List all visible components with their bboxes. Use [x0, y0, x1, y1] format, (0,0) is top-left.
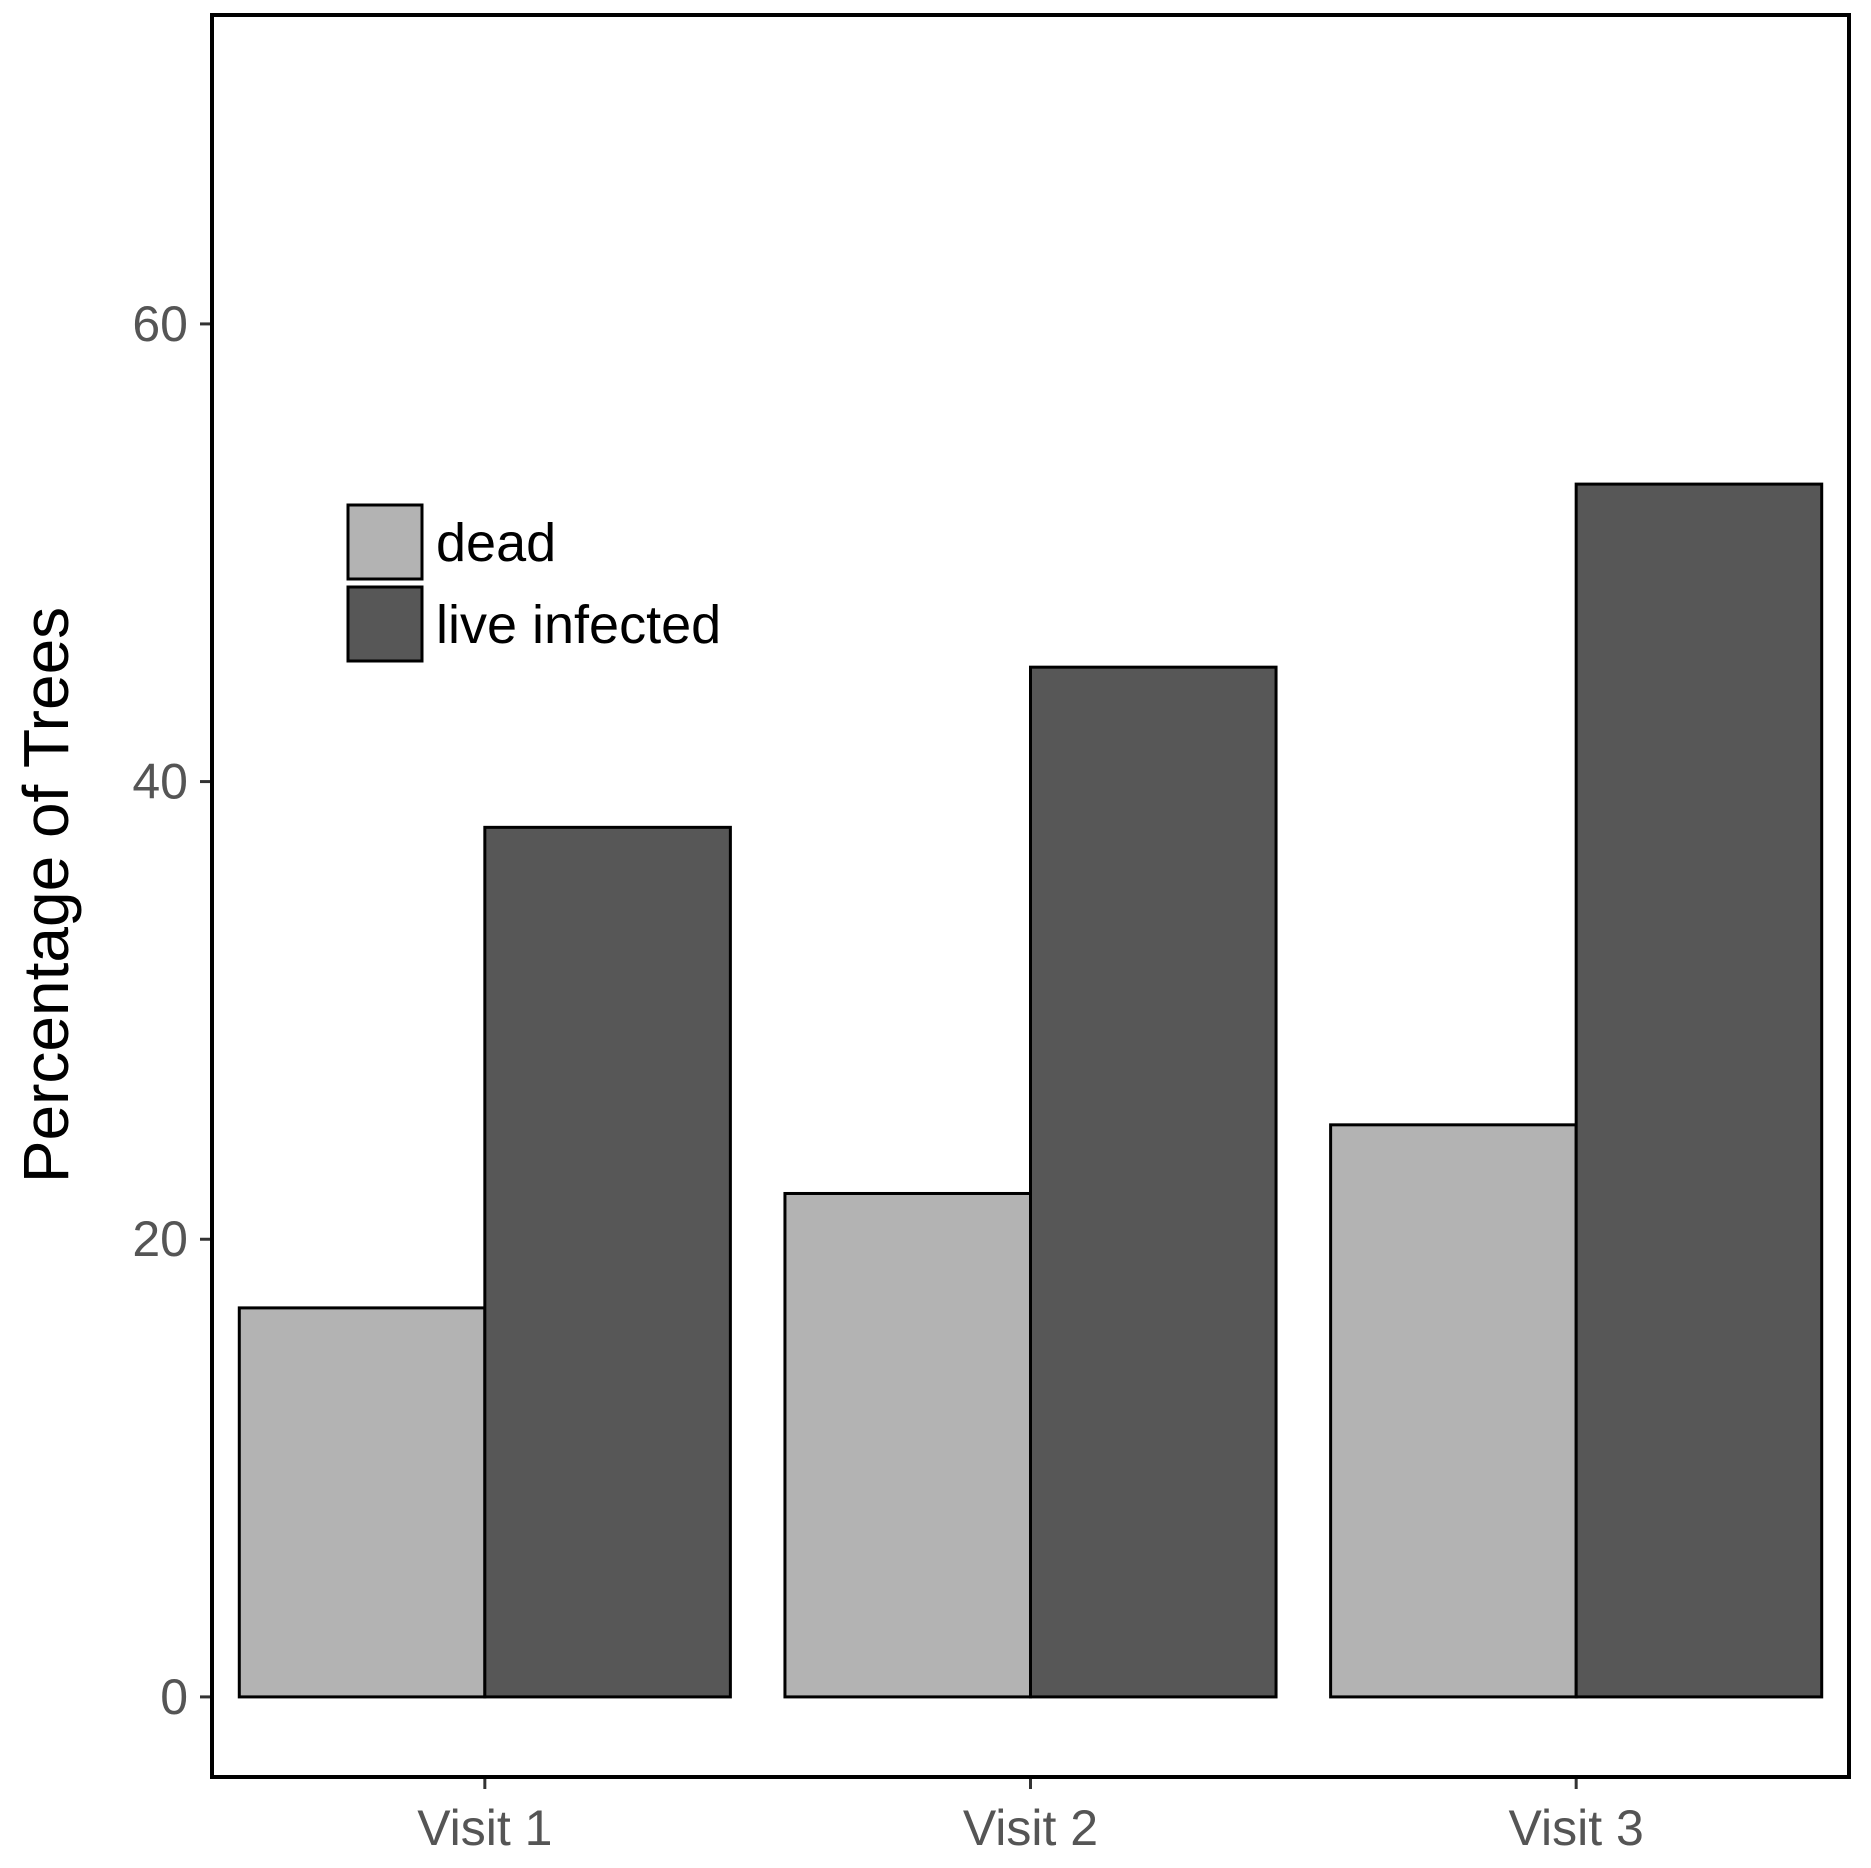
y-tick-label: 20: [132, 1211, 188, 1267]
bars-layer: [237, 482, 1824, 1699]
y-tick-label: 0: [160, 1669, 188, 1725]
legend-key-dead: [346, 503, 424, 581]
legend-label: live infected: [436, 595, 721, 655]
bar-dead-visit-2: [783, 1191, 1033, 1699]
x-tick-label: Visit 2: [963, 1800, 1098, 1856]
bar-live-infected-visit-1: [483, 825, 732, 1699]
y-tick-label: 60: [132, 296, 188, 352]
bar-dead-visit-3: [1329, 1123, 1578, 1699]
y-axis-title: Percentage of Trees: [10, 607, 82, 1183]
bar-dead-visit-1: [237, 1306, 487, 1699]
x-tick-label: Visit 3: [1509, 1800, 1644, 1856]
legend-label: dead: [436, 513, 556, 573]
plot-frame: [210, 13, 1851, 1779]
bar-live-infected-visit-2: [1029, 665, 1278, 1699]
bar-live-infected-visit-3: [1574, 482, 1824, 1699]
x-axis: Visit 1 Visit 2 Visit 3: [417, 1777, 1644, 1856]
y-tick-label: 40: [132, 754, 188, 810]
legend-key-live-infected: [346, 585, 424, 663]
legend: dead live infected: [346, 503, 721, 663]
x-tick-label: Visit 1: [417, 1800, 552, 1856]
